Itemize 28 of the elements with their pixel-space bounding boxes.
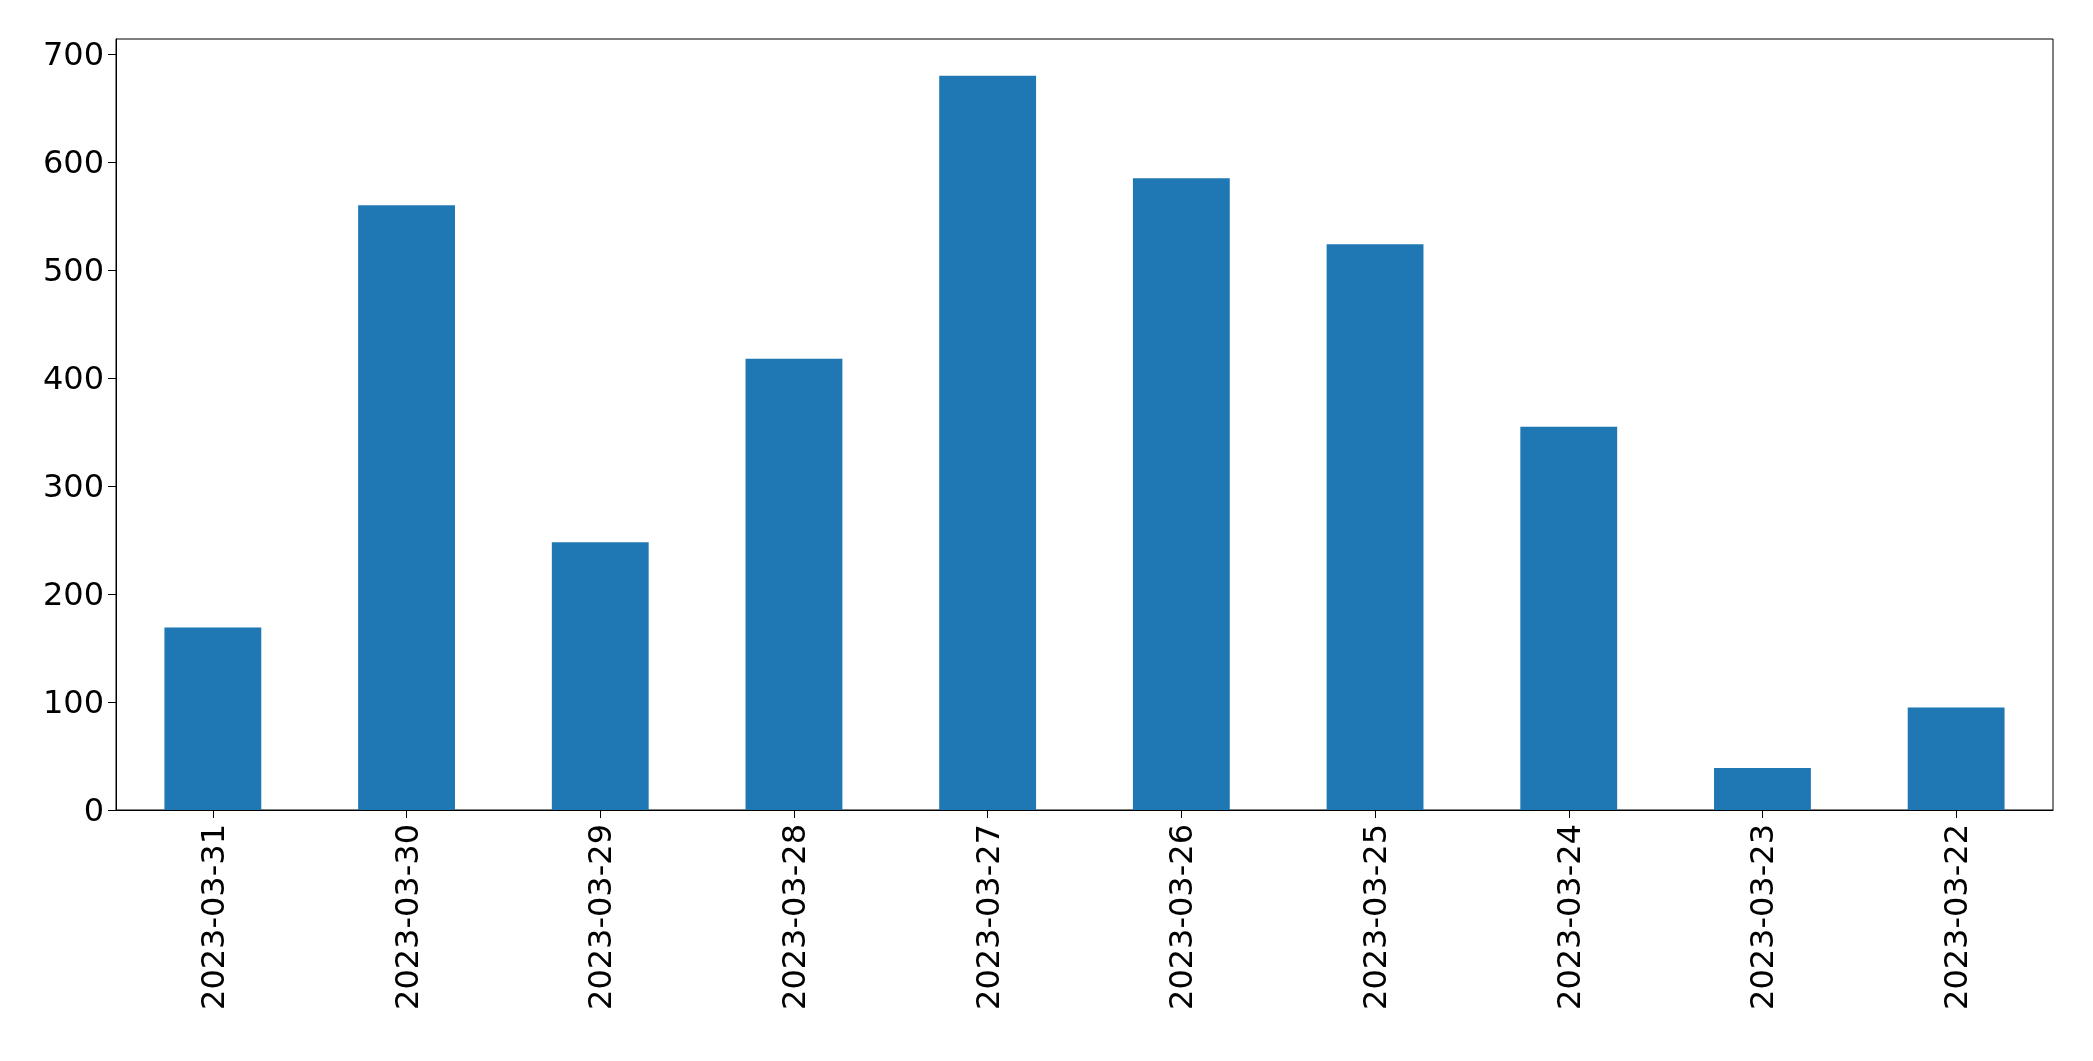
y-tick-label: 700 [42,35,104,74]
y-tick-label: 600 [42,143,104,182]
y-tick-label: 100 [42,683,104,722]
bar [745,358,843,810]
bar [1520,426,1618,810]
y-tick-label: 0 [83,791,104,829]
x-tick-label: 2023-03-22 [1937,824,1976,1010]
x-tick-label: 2023-03-26 [1162,824,1201,1010]
bar [1714,767,1811,810]
bar [1132,178,1230,810]
bar [1907,707,2005,810]
bar [358,205,455,810]
x-tick-label: 2023-03-30 [387,824,426,1010]
bar [939,75,1037,810]
bar [164,627,262,810]
x-tick-label: 2023-03-27 [968,824,1007,1010]
x-tick-label: 2023-03-28 [774,824,813,1010]
bar [1326,244,1424,810]
y-tick-label: 300 [42,467,104,506]
y-tick-label: 400 [42,359,104,398]
x-tick-label: 2023-03-23 [1743,824,1782,1010]
x-tick-label: 2023-03-24 [1549,824,1588,1010]
y-tick-label: 200 [42,575,104,614]
x-tick-label: 2023-03-25 [1356,824,1395,1010]
x-tick-label: 2023-03-31 [193,824,232,1010]
y-tick-label: 500 [42,251,104,290]
x-tick-label: 2023-03-29 [581,824,620,1010]
bar [551,542,649,810]
